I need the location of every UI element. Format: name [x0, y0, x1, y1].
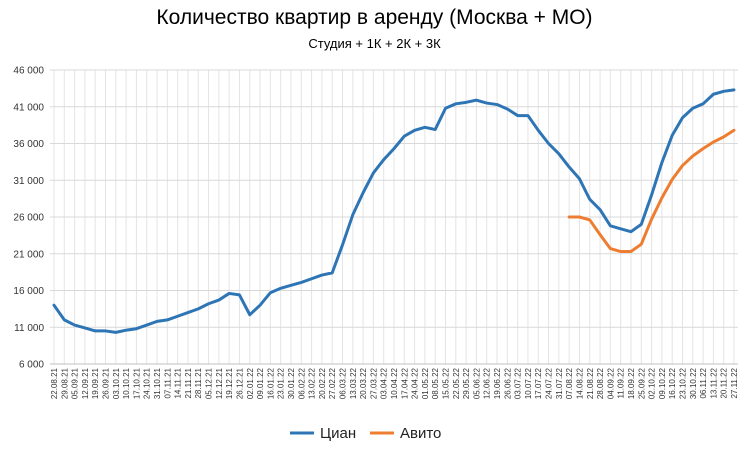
x-tick-label: 10.04.22 — [390, 367, 399, 399]
y-tick-label: 41 000 — [13, 102, 44, 113]
x-tick-label: 02.10.22 — [648, 367, 657, 399]
x-tick-label: 29.05.22 — [462, 367, 471, 399]
x-tick-label: 08.05.22 — [431, 367, 440, 399]
x-tick-label: 21.08.22 — [586, 367, 595, 399]
x-tick-label: 26.06.22 — [503, 367, 512, 399]
y-tick-label: 31 000 — [13, 176, 44, 187]
x-tick-label: 03.04.22 — [380, 367, 389, 399]
x-tick-label: 14.08.22 — [575, 367, 584, 399]
x-tick-label: 25.09.22 — [637, 367, 646, 399]
x-tick-label: 02.01.22 — [246, 367, 255, 399]
x-tick-label: 09.01.22 — [256, 367, 265, 399]
x-tick-label: 05.09.21 — [71, 367, 80, 399]
x-tick-label: 05.06.22 — [472, 367, 481, 399]
x-tick-label: 27.03.22 — [369, 367, 378, 399]
x-tick-label: 10.07.22 — [524, 367, 533, 399]
x-tick-label: 12.12.21 — [215, 367, 224, 399]
x-tick-label: 10.10.21 — [122, 367, 131, 399]
x-tick-label: 17.04.22 — [400, 367, 409, 399]
x-tick-label: 04.09.22 — [606, 367, 615, 399]
x-tick-label: 03.07.22 — [514, 367, 523, 399]
legend-label-1: Циан — [320, 425, 356, 442]
x-tick-label: 31.10.21 — [153, 367, 162, 399]
x-tick-label: 24.04.22 — [411, 367, 420, 399]
x-tick-label: 03.10.21 — [112, 367, 121, 399]
x-tick-label: 26.12.21 — [235, 367, 244, 399]
x-tick-label: 22.05.22 — [452, 367, 461, 399]
x-tick-label: 28.11.21 — [194, 367, 203, 398]
y-tick-label: 21 000 — [13, 249, 44, 260]
y-tick-label: 36 000 — [13, 139, 44, 150]
chart-title: Количество квартир в аренду (Москва + МО… — [156, 6, 593, 29]
x-tick-label: 13.11.22 — [709, 367, 718, 398]
y-tick-label: 11 000 — [14, 323, 44, 334]
x-tick-label: 19.09.21 — [91, 367, 100, 399]
x-tick-label: 06.02.22 — [297, 367, 306, 399]
x-tick-label: 18.09.22 — [627, 367, 636, 399]
x-tick-label: 13.02.22 — [308, 367, 317, 399]
chart-subtitle: Студия + 1К + 2К + 3К — [308, 36, 441, 51]
x-tick-label: 17.10.21 — [132, 367, 141, 399]
x-tick-label: 07.11.21 — [163, 367, 172, 398]
y-tick-label: 16 000 — [13, 286, 44, 297]
x-tick-label: 26.09.21 — [102, 367, 111, 399]
legend-label-2: Авито — [400, 425, 441, 442]
x-tick-label: 06.11.22 — [699, 367, 708, 398]
y-tick-label: 6 000 — [19, 360, 44, 371]
series-line-1 — [52, 88, 736, 334]
x-tick-label: 31.07.22 — [555, 367, 564, 399]
x-tick-label: 30.01.22 — [287, 367, 296, 399]
x-tick-label: 14.11.21 — [174, 367, 183, 398]
x-tick-label: 20.11.22 — [720, 367, 729, 398]
x-tick-label: 27.02.22 — [328, 367, 337, 399]
x-tick-label: 20.02.22 — [318, 367, 327, 399]
x-tick-label: 24.10.21 — [143, 367, 152, 399]
x-tick-label: 01.05.22 — [421, 367, 430, 399]
series-line-2 — [567, 128, 736, 254]
x-tick-label: 05.12.21 — [205, 367, 214, 399]
x-tick-label: 15.05.22 — [442, 367, 451, 399]
x-tick-label: 30.10.22 — [689, 367, 698, 399]
x-tick-label: 19.12.21 — [225, 367, 234, 399]
x-tick-label: 22.08.21 — [50, 367, 59, 399]
x-tick-label: 29.08.21 — [60, 367, 69, 399]
x-tick-label: 28.08.22 — [596, 367, 605, 399]
x-tick-label: 12.09.21 — [81, 367, 90, 399]
y-tick-label: 26 000 — [13, 213, 44, 224]
x-tick-label: 23.10.22 — [678, 367, 687, 399]
x-tick-label: 12.06.22 — [483, 367, 492, 399]
x-tick-label: 16.10.22 — [668, 367, 677, 399]
x-tick-label: 06.03.22 — [338, 367, 347, 399]
x-tick-label: 07.08.22 — [565, 367, 574, 399]
x-tick-label: 17.07.22 — [534, 367, 543, 399]
y-tick-label: 46 000 — [13, 66, 44, 77]
x-tick-label: 24.07.22 — [545, 367, 554, 399]
x-tick-label: 21.11.21 — [184, 367, 193, 398]
x-tick-label: 27.11.22 — [730, 367, 739, 398]
x-tick-label: 09.10.22 — [658, 367, 667, 399]
x-tick-label: 11.09.22 — [617, 367, 626, 398]
x-tick-label: 13.03.22 — [349, 367, 358, 399]
x-tick-label: 23.01.22 — [277, 367, 286, 399]
x-tick-label: 19.06.22 — [493, 367, 502, 399]
x-tick-label: 20.03.22 — [359, 367, 368, 399]
x-tick-label: 16.01.22 — [266, 367, 275, 399]
